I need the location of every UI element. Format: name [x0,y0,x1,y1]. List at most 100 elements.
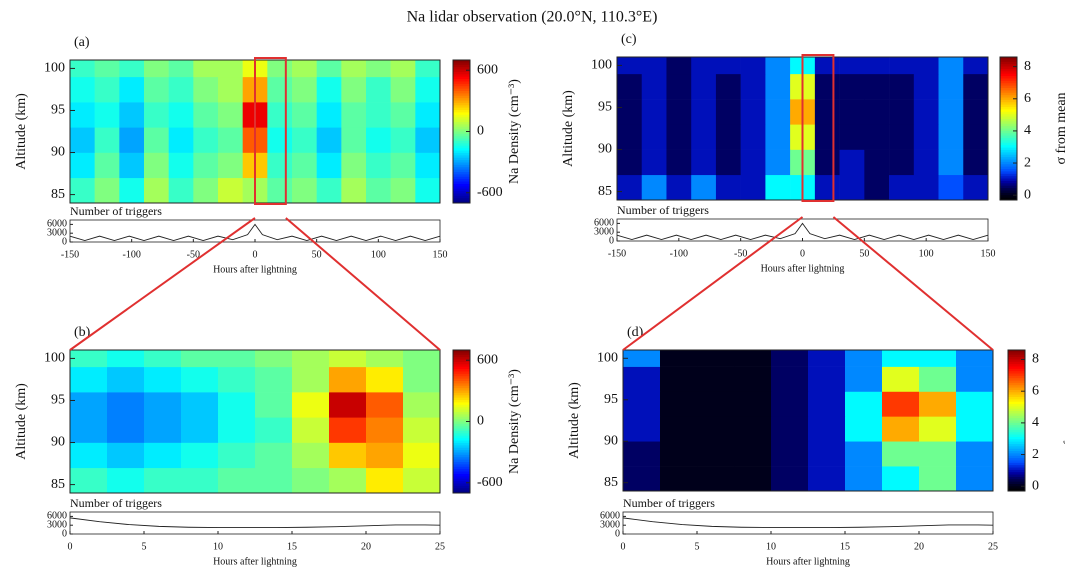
colorbar-swatch [453,183,470,187]
triggers-x-tick-label: 25 [435,541,445,552]
heatmap-cell [660,366,698,392]
heatmap-cell [808,391,846,417]
colorbar-swatch [453,98,470,102]
heatmap-cell [403,467,441,494]
heatmap-cell [366,60,391,78]
colorbar-swatch [1008,364,1025,367]
heatmap-cell [366,152,391,179]
heatmap-cell [292,366,330,393]
colorbar-swatch [1008,460,1025,464]
heatmap-cell [715,174,741,201]
heatmap-cell [218,102,243,128]
colorbar-swatch [1008,415,1025,419]
y-axis-label: Altitude (km) [567,382,582,459]
heatmap-cell [193,60,219,78]
heatmap-cell [623,350,661,367]
colorbar-swatch [1008,378,1025,382]
colorbar-swatch [1008,448,1025,452]
triggers-x-tick-label: 50 [312,249,322,260]
heatmap-cell [329,350,367,368]
colorbar-swatch [1008,397,1025,400]
colorbar-swatch [453,119,470,123]
heatmap-cell [623,391,661,417]
heatmap-cell [255,392,293,418]
colorbar-swatch [453,416,470,420]
heatmap-cell [956,416,994,442]
heatmap-cell [316,76,342,103]
heatmap-cell [366,127,391,153]
triggers-y-tick-label: 0 [609,235,614,246]
heatmap-cell [845,366,883,392]
heatmap-cell [963,174,989,201]
colorbar-swatch [1008,366,1025,370]
colorbar-label: Na Density (cm⁻³) [507,79,522,184]
heatmap-cell [107,350,145,368]
colorbar-swatch [453,423,470,427]
colorbar-swatch [1008,439,1025,443]
colorbar-swatch [1008,357,1025,360]
heatmap-cell [316,152,342,179]
colorbar-swatch [1000,114,1017,118]
colorbar-swatch [1008,359,1025,363]
heatmap-cell [341,60,367,78]
heatmap-cell [292,392,330,418]
colorbar-swatch [453,79,470,82]
colorbar-tick-label: 0 [477,414,484,429]
colorbar-tick-label: 600 [477,62,498,77]
heatmap-cell [390,127,416,153]
heatmap-cell [845,391,883,417]
zoom-connector [69,217,256,351]
heatmap-cell [919,466,957,492]
heatmap-cell [267,102,293,128]
plot-frame [69,349,441,494]
colorbar-swatch [453,90,470,94]
colorbar-swatch [453,378,470,382]
colorbar-swatch [1000,121,1017,125]
heatmap-cell [218,152,243,179]
heatmap-cell [255,366,293,393]
colorbar-swatch [453,88,470,92]
colorbar-swatch [453,150,470,154]
heatmap-cell [808,466,846,492]
colorbar-swatch [453,160,470,163]
heatmap-cell [771,366,809,392]
heatmap-cell [715,99,741,125]
colorbar-swatch [453,435,470,439]
colorbar-swatch [453,133,470,137]
heatmap-cell [864,124,890,150]
colorbar-swatch [1000,190,1017,194]
triggers-x-tick-label: 150 [981,248,996,259]
heatmap-cell [193,177,219,204]
colorbar-swatch [1008,465,1025,468]
colorbar-swatch [453,64,470,68]
colorbar-swatch [1000,61,1017,65]
colorbar-swatch [453,483,470,487]
colorbar-swatch [453,380,470,384]
heatmap-cell [218,177,243,204]
heatmap-cell [168,177,194,204]
colorbar-swatch [453,442,470,446]
heatmap-cell [144,366,182,393]
colorbar-swatch [1000,147,1017,151]
colorbar-swatch [453,409,470,413]
y-axis-label: Altitude (km) [561,90,576,167]
colorbar-swatch [1008,432,1025,436]
heatmap-cell [144,350,182,368]
heatmap-cell [415,152,441,179]
heatmap-cell [193,102,219,128]
heatmap-cell [94,60,120,78]
heatmap-cell [144,127,169,153]
heatmap-cell [316,102,342,128]
heatmap-cell [403,417,441,443]
triggers-x-tick-label: 25 [988,541,998,552]
triggers-label: Number of triggers [617,203,709,217]
colorbar-tick-label: 8 [1024,59,1031,74]
triggers-x-tick-label: 50 [859,248,869,259]
heatmap-cell [144,60,169,78]
heatmap-cell [181,467,219,494]
colorbar-swatch [1008,352,1025,356]
heatmap-cell [715,73,741,100]
heatmap-cell [913,124,939,150]
heatmap-cell [70,76,95,103]
heatmap-cell [691,57,717,75]
